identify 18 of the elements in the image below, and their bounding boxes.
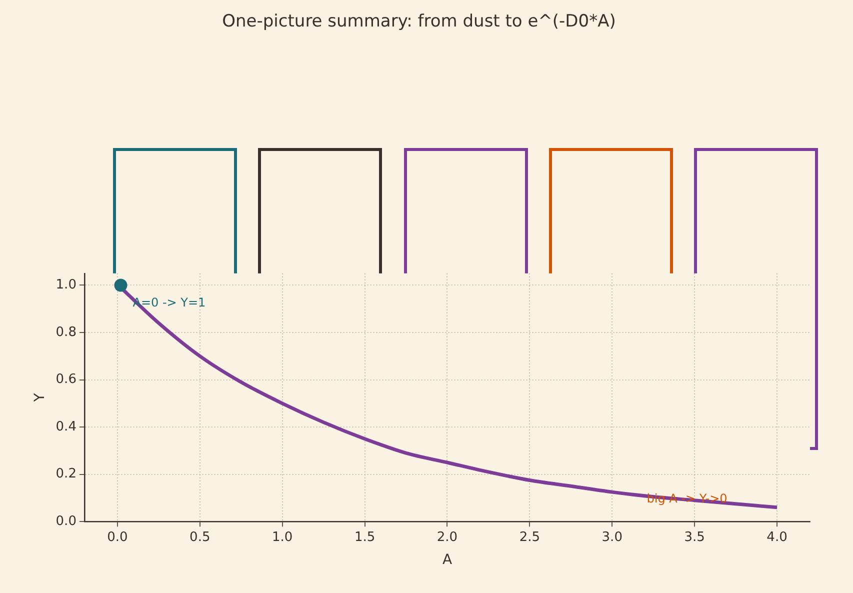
x-tick-label: 0.5 xyxy=(190,530,210,545)
x-tick-label: 1.0 xyxy=(272,530,293,545)
chart-title: One-picture summary: from dust to e^(-D0*A) xyxy=(222,12,616,32)
x-axis-title: A xyxy=(442,552,452,568)
y-tick-label: 0.4 xyxy=(56,419,76,434)
x-tick-label: 2.5 xyxy=(519,530,540,545)
y-tick-label: 0.2 xyxy=(56,466,76,482)
y-tick-label: 1.0 xyxy=(56,278,76,293)
x-tick-label: 0.0 xyxy=(107,530,128,545)
y-tick-label: 0.6 xyxy=(56,372,76,388)
y-tick-label: 0.0 xyxy=(56,514,76,529)
x-tick-label: 2.0 xyxy=(436,530,458,545)
x-tick-label: 3.5 xyxy=(684,530,705,545)
x-tick-label: 3.0 xyxy=(602,530,622,545)
x-tick-label: 4.0 xyxy=(766,530,788,545)
y-tick-label: 0.8 xyxy=(56,324,76,340)
x-tick-label: 1.5 xyxy=(354,530,376,545)
y-axis-title: Y xyxy=(32,392,48,403)
